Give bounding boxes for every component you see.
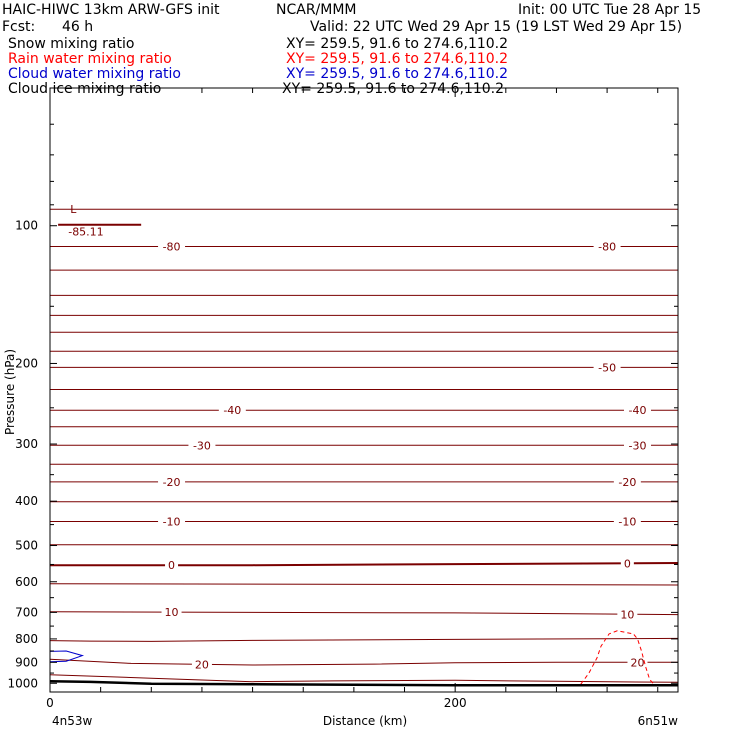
contour-label: -80 bbox=[598, 240, 616, 253]
x-end-label: 6n51w bbox=[638, 714, 679, 728]
field-name-cloud-water: Cloud water mixing ratio bbox=[8, 66, 181, 82]
contour-label: -40 bbox=[223, 404, 241, 417]
fcst-value: 46 h bbox=[62, 19, 94, 35]
y-tick-label: 600 bbox=[15, 575, 38, 589]
temperature-contour bbox=[50, 658, 678, 666]
contour-label: 10 bbox=[165, 606, 179, 619]
init-time: Init: 00 UTC Tue 28 Apr 15 bbox=[518, 2, 702, 18]
x-start-label: 4n53w bbox=[52, 714, 93, 728]
valid-time: Valid: 22 UTC Wed 29 Apr 15 (19 LST Wed … bbox=[310, 19, 683, 35]
contour-label: -10 bbox=[618, 515, 636, 528]
terrain-line bbox=[50, 680, 678, 687]
contour-label: 0 bbox=[168, 559, 175, 572]
plot-frame bbox=[49, 87, 679, 693]
contour-label: -30 bbox=[193, 439, 211, 452]
contour-label-bg bbox=[158, 240, 186, 253]
y-tick-label: 800 bbox=[15, 632, 38, 646]
contour-label-bg bbox=[165, 559, 179, 572]
contour-label-bg bbox=[623, 439, 651, 452]
y-tick-label: 1000 bbox=[7, 676, 38, 690]
field-xy-cloud-ice: XY= 259.5, 91.6 to 274.6,110.2 bbox=[282, 81, 505, 97]
contour-label: -40 bbox=[628, 404, 646, 417]
contour-label-bg bbox=[593, 361, 621, 374]
contour-label-bg bbox=[161, 606, 182, 619]
y-tick-label: 900 bbox=[15, 655, 38, 669]
x-axis-label: Distance (km) bbox=[323, 714, 407, 728]
fcst-label: Fcst: bbox=[2, 19, 36, 35]
contour-label-bg bbox=[613, 475, 641, 488]
contour-label-bg bbox=[188, 439, 216, 452]
field-name-snow: Snow mixing ratio bbox=[8, 36, 135, 52]
contour-label: -20 bbox=[163, 476, 181, 489]
temperature-contour bbox=[50, 611, 678, 616]
y-tick-label: 700 bbox=[15, 605, 38, 619]
min-value-label: -85.11 bbox=[68, 226, 103, 239]
contour-label: -30 bbox=[628, 439, 646, 452]
contour-label-bg bbox=[627, 656, 648, 669]
model-title: HAIC-HIWC 13km ARW-GFS init bbox=[2, 2, 220, 18]
temperature-contour bbox=[50, 562, 678, 567]
contour-label-bg bbox=[613, 515, 641, 528]
contour-label-bg bbox=[617, 608, 638, 621]
x-tick-label: 0 bbox=[46, 696, 54, 710]
y-axis-label: Pressure (hPa) bbox=[3, 349, 17, 435]
y-tick-label: 100 bbox=[15, 219, 38, 233]
contour-label: -50 bbox=[598, 361, 616, 374]
org-label: NCAR/MMM bbox=[276, 2, 357, 18]
contour-label: -20 bbox=[618, 476, 636, 489]
contour-label: 10 bbox=[620, 608, 634, 621]
contour-label: 20 bbox=[195, 658, 209, 671]
contour-label: -10 bbox=[163, 515, 181, 528]
field-name-rain: Rain water mixing ratio bbox=[8, 51, 172, 67]
contour-label: 20 bbox=[630, 656, 644, 669]
y-tick-label: 400 bbox=[15, 494, 38, 508]
y-tick-label: 200 bbox=[15, 356, 38, 370]
contour-label: 0 bbox=[624, 557, 631, 570]
temperature-contour bbox=[50, 583, 678, 586]
contour-label: -80 bbox=[163, 240, 181, 253]
contour-label-bg bbox=[623, 404, 651, 417]
low-marker: L bbox=[70, 203, 77, 216]
y-tick-label: 500 bbox=[15, 539, 38, 553]
contour-label-bg bbox=[593, 240, 621, 253]
contour-label-bg bbox=[191, 658, 212, 671]
other-fields: L -85.11 bbox=[50, 203, 678, 687]
contour-label-bg bbox=[620, 557, 634, 570]
contour-label-bg bbox=[158, 475, 186, 488]
temperature-contour bbox=[50, 674, 678, 683]
field-xy-snow: XY= 259.5, 91.6 to 274.6,110.2 bbox=[286, 36, 509, 52]
x-tick-label: 200 bbox=[444, 696, 467, 710]
temperature-contours: -80 -80 -50 -40 -40 -30 -30 -20 -20 -10 -10 0 0 10 10 2… bbox=[50, 208, 678, 683]
field-xy-cloud-water: XY= 259.5, 91.6 to 274.6,110.2 bbox=[286, 66, 509, 82]
rain-contour bbox=[580, 630, 655, 685]
contour-label-bg bbox=[218, 404, 246, 417]
field-xy-rain: XY= 259.5, 91.6 to 274.6,110.2 bbox=[286, 51, 509, 67]
y-tick-label: 300 bbox=[15, 437, 38, 451]
cloud-water-contour bbox=[50, 650, 85, 663]
contour-label-bg bbox=[158, 515, 186, 528]
temperature-contour bbox=[50, 637, 678, 642]
